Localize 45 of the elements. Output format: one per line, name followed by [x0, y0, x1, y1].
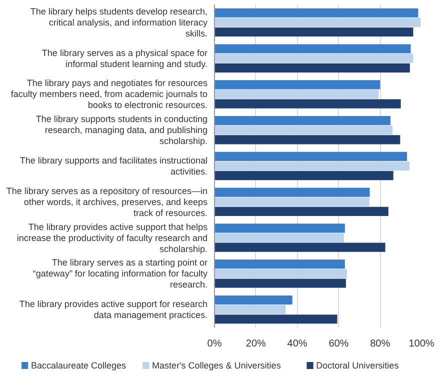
bar: [214, 260, 345, 269]
y-tick-label: The library serves as a physical space for informal student learning and study.: [42, 48, 208, 69]
bar: [214, 135, 400, 144]
bar: [214, 171, 394, 180]
x-tick-label: 80%: [370, 338, 390, 350]
bar: [214, 80, 380, 90]
x-tick-label: 40%: [287, 338, 308, 350]
bar: [214, 54, 414, 63]
y-tick-label: The library serves as a starting point or “gateway” for locating information for faculty research.: [32, 258, 208, 290]
bar: [214, 206, 388, 216]
bar: [214, 116, 390, 126]
bar: [214, 188, 370, 197]
y-tick-label: The library supports students in conducting research, managing data, and publishing scholarship.: [36, 114, 208, 146]
bar: [214, 197, 370, 206]
bar: [214, 224, 345, 233]
y-tick-label: The library supports and facilitates instructional activities.: [20, 156, 208, 176]
bar: [214, 27, 414, 37]
bar: [214, 90, 379, 99]
bar: [214, 8, 418, 18]
legend-label: Doctoral Universities: [316, 360, 400, 370]
bar: [214, 278, 346, 288]
bar: [214, 44, 411, 54]
bar: [214, 18, 421, 27]
x-tick-label: 20%: [246, 338, 266, 350]
x-tick-label: 100%: [408, 338, 434, 350]
x-tick-label: 60%: [328, 338, 349, 350]
legend-label: Master's Colleges & Universities: [152, 360, 282, 370]
bar: [214, 242, 386, 252]
bar: [214, 233, 344, 242]
y-tick-label: The library serves as a repository of resources—in other words, it archives, preserves, and keeps track of resources.: [6, 186, 208, 218]
bar: [214, 269, 347, 278]
bar: [214, 63, 410, 72]
bar: [214, 161, 410, 171]
y-tick-label: The library provides active support that helps increase the productivity of faculty research and scholarship.: [16, 222, 208, 254]
bar: [214, 152, 408, 161]
y-tick-label: The library provides active support for research data management practices.: [19, 299, 208, 320]
legend-label: Baccalaureate Colleges: [30, 360, 127, 370]
y-tick-label: The library pays and negotiates for resources faculty members need, from academic journals to books to electronic resources.: [10, 78, 208, 110]
bar: [214, 305, 286, 314]
bar: [214, 99, 401, 108]
bar: [214, 126, 393, 135]
bar: [214, 314, 338, 324]
y-tick-label: The library helps students develop research, critical analysis, and information literacy skills.: [30, 6, 208, 38]
bar: [214, 295, 292, 305]
x-tick-label: 0%: [207, 338, 222, 350]
